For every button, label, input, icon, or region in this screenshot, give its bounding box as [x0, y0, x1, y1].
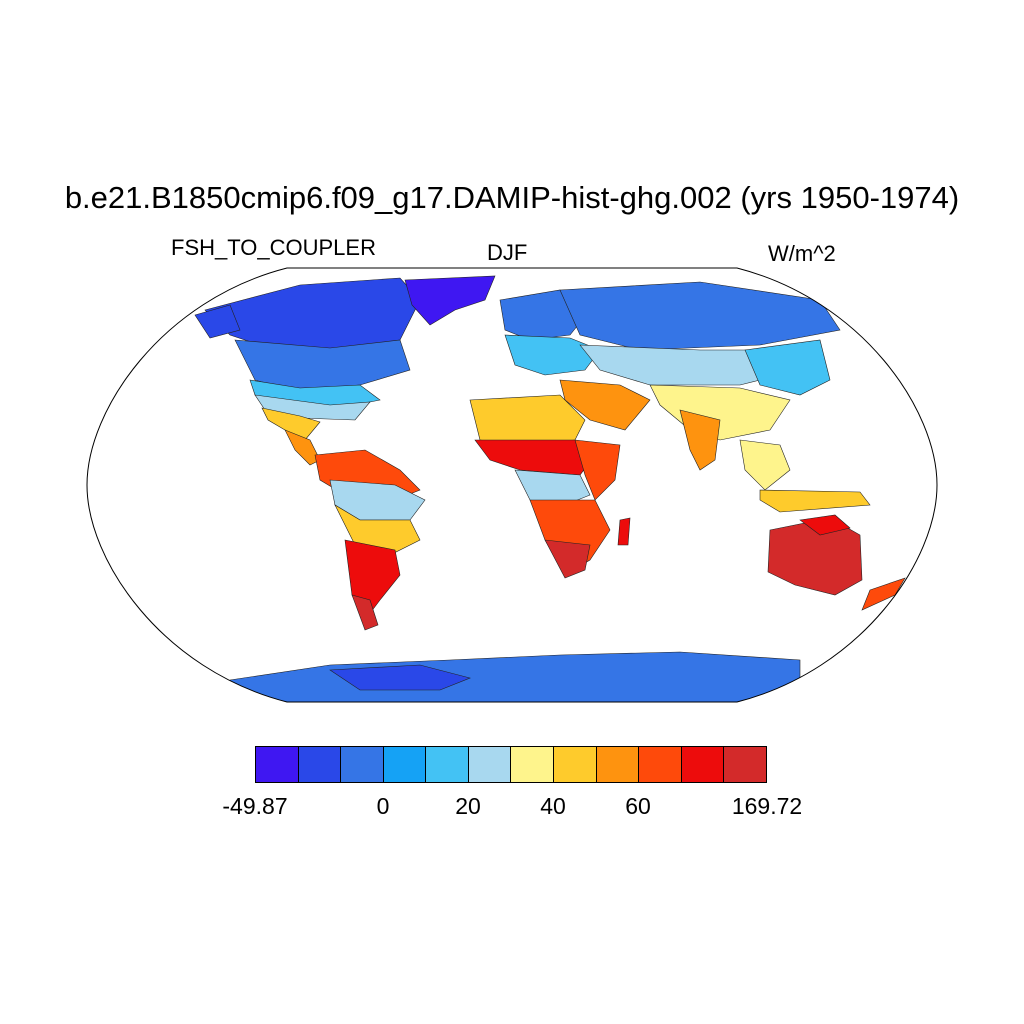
region-madagascar — [617, 517, 631, 546]
region-siberia — [559, 281, 841, 351]
region-south-africa-tip — [544, 539, 591, 579]
colorbar-box — [554, 747, 597, 782]
region-antarctica-coast — [229, 651, 801, 702]
region-east-africa — [574, 439, 621, 501]
region-india — [679, 409, 721, 471]
colorbar — [255, 746, 767, 783]
colorbar-box — [298, 747, 342, 782]
region-south-asia — [649, 384, 791, 441]
colorbar-tick-label: 60 — [625, 793, 651, 819]
region-central-america — [284, 429, 321, 466]
colorbar-box — [724, 747, 766, 782]
colorbar-tick-label: -49.87 — [222, 793, 288, 819]
colorbar-box — [681, 747, 725, 782]
colorbar-box — [383, 747, 427, 782]
region-east-asia — [744, 339, 831, 396]
colorbar-tick-label: 40 — [540, 793, 566, 819]
colorbar-box — [468, 747, 512, 782]
region-patagonia — [351, 594, 379, 631]
colorbar-box — [511, 747, 555, 782]
colorbar-tick-label: 0 — [376, 793, 390, 819]
region-north-america-north — [204, 277, 421, 351]
colorbar-box — [256, 747, 299, 782]
colorbar-tick-label: 20 — [455, 793, 481, 819]
colorbar-box — [596, 747, 640, 782]
units-label: W/m^2 — [768, 241, 836, 266]
map-boundary — [86, 267, 938, 703]
region-alaska — [194, 304, 241, 339]
region-greenland — [404, 275, 496, 326]
plot-title: b.e21.B1850cmip6.f09_g17.DAMIP-hist-ghg.… — [64, 180, 960, 215]
region-southeast-asia — [739, 439, 791, 491]
region-australia-north — [799, 514, 851, 536]
region-new-zealand — [861, 577, 906, 611]
colorbar-box — [341, 747, 384, 782]
colorbar-box — [639, 747, 682, 782]
colorbar-box — [426, 747, 469, 782]
season-label: DJF — [487, 240, 528, 265]
region-antarctica-interior — [329, 664, 471, 691]
region-indonesia — [759, 489, 871, 513]
region-europe-south — [504, 334, 601, 376]
variable-label: FSH_TO_COUPLER — [171, 235, 376, 260]
land-regions — [194, 275, 906, 702]
region-sahara — [469, 394, 586, 446]
colorbar-tick-label: 169.72 — [731, 793, 803, 819]
